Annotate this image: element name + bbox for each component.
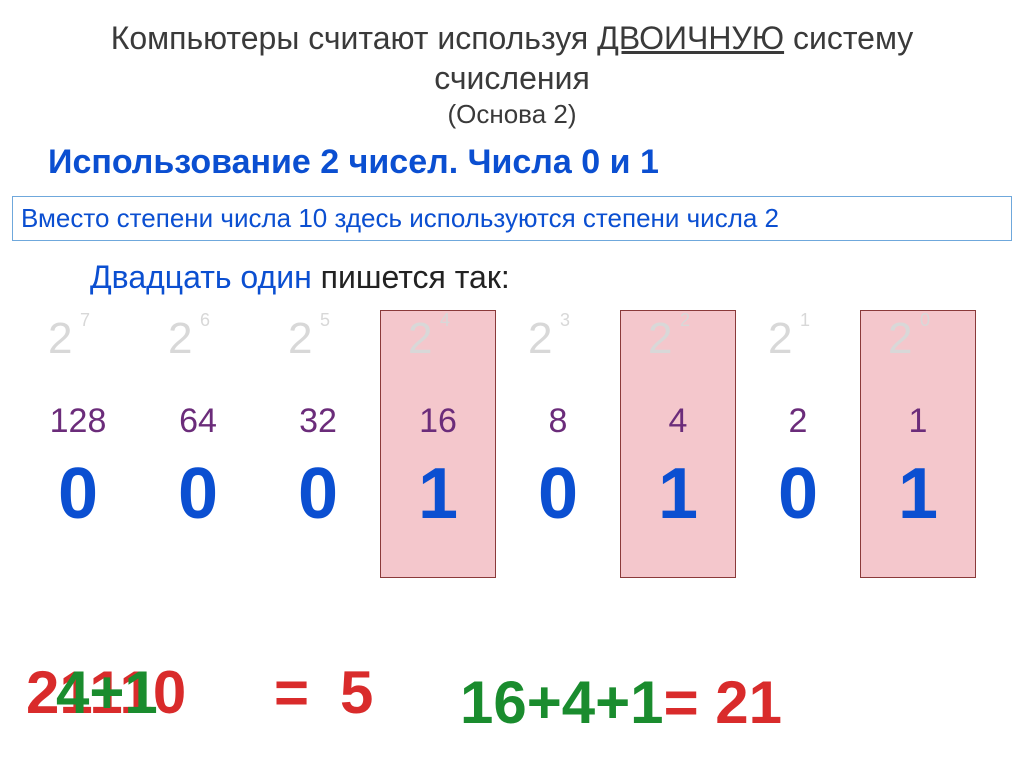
table-column: 24161 [378, 310, 498, 530]
table-column: 271280 [18, 310, 138, 530]
power-cell: 25 [258, 310, 378, 380]
binary-digit: 1 [858, 440, 978, 530]
power-exponent: 7 [80, 310, 90, 331]
twentyone-suffix: пишется так: [321, 259, 510, 295]
place-value: 8 [498, 380, 618, 440]
table-column: 26640 [138, 310, 258, 530]
power-base: 2 [48, 314, 72, 364]
place-value: 64 [138, 380, 258, 440]
eq-right-rhs: 21 [715, 669, 782, 736]
power-exponent: 0 [920, 310, 930, 331]
power-cell: 27 [18, 310, 138, 380]
twentyone-line: Двадцать один пишется так: [0, 241, 1024, 296]
table-column: 2380 [498, 310, 618, 530]
place-value: 1 [858, 380, 978, 440]
equation-right: 16+4+1= 21 [460, 673, 782, 733]
binary-digit: 0 [498, 440, 618, 530]
title-prefix: Компьютеры считают используя [111, 20, 597, 56]
power-base: 2 [288, 314, 312, 364]
twentyone-prefix: Двадцать один [90, 259, 321, 295]
power-exponent: 6 [200, 310, 210, 331]
power-base: 2 [408, 314, 432, 364]
binary-table: 2712802664025320241612380224121202011 [0, 310, 1024, 590]
place-value: 2 [738, 380, 858, 440]
power-exponent: 1 [800, 310, 810, 331]
binary-digit: 1 [618, 440, 738, 530]
subtitle-text: Использование 2 чисел. Числа 0 и 1 [48, 143, 659, 181]
power-base: 2 [768, 314, 792, 364]
power-base: 2 [168, 314, 192, 364]
eq-left-layer: = [274, 663, 309, 723]
power-exponent: 2 [680, 310, 690, 331]
note-box: Вместо степени числа 10 здесь используют… [12, 196, 1012, 241]
note-text: Вместо степени числа 10 здесь используют… [21, 203, 779, 233]
binary-digit: 0 [738, 440, 858, 530]
binary-digit: 0 [138, 440, 258, 530]
equation-left-stack: 211104+1=5 [26, 663, 446, 733]
title-base: (Основа 2) [0, 98, 1024, 131]
place-value: 128 [18, 380, 138, 440]
eq-right-lhs: 16+4+1 [460, 669, 664, 736]
power-cell: 23 [498, 310, 618, 380]
binary-digit: 0 [258, 440, 378, 530]
power-cell: 26 [138, 310, 258, 380]
power-cell: 20 [858, 310, 978, 380]
table-column: 25320 [258, 310, 378, 530]
power-base: 2 [528, 314, 552, 364]
eq-left-layer: 5 [340, 663, 373, 723]
power-cell: 22 [618, 310, 738, 380]
place-value: 32 [258, 380, 378, 440]
subtitle: Использование 2 чисел. Числа 0 и 1 [0, 131, 1024, 182]
power-exponent: 5 [320, 310, 330, 331]
place-value: 16 [378, 380, 498, 440]
binary-digit: 0 [18, 440, 138, 530]
power-cell: 21 [738, 310, 858, 380]
power-exponent: 4 [440, 310, 450, 331]
eq-left-layer: 4+1 [56, 663, 158, 723]
table-column: 2011 [858, 310, 978, 530]
power-base: 2 [648, 314, 672, 364]
power-exponent: 3 [560, 310, 570, 331]
title-suffix: систему [784, 20, 913, 56]
title-underlined: ДВОИЧНУЮ [597, 20, 784, 56]
eq-right-eq: = [664, 669, 716, 736]
power-base: 2 [888, 314, 912, 364]
table-column: 2241 [618, 310, 738, 530]
binary-digit: 1 [378, 440, 498, 530]
title-line2: счисления [434, 60, 590, 96]
place-value: 4 [618, 380, 738, 440]
title-block: Компьютеры считают используя ДВОИЧНУЮ си… [0, 0, 1024, 131]
power-cell: 24 [378, 310, 498, 380]
table-column: 2120 [738, 310, 858, 530]
